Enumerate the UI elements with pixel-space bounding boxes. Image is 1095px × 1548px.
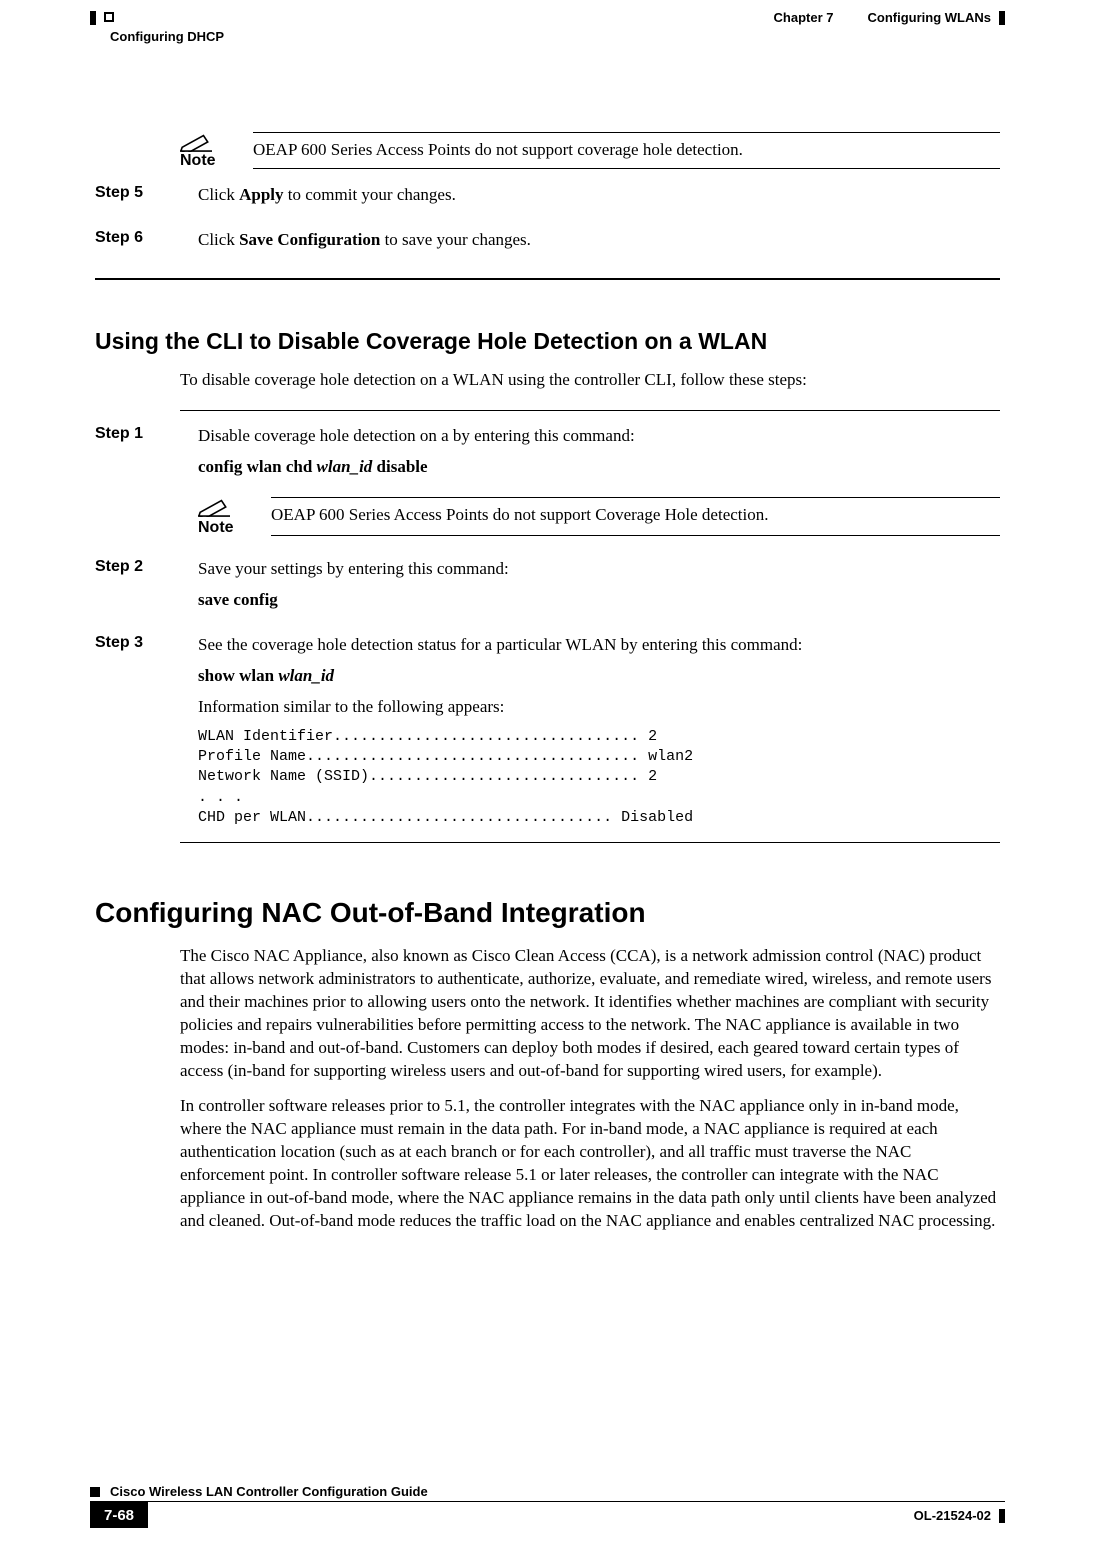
pencil-icon: [198, 497, 230, 517]
step-body: Click Save Configuration to save your ch…: [198, 229, 1000, 260]
step-label: Step 5: [95, 184, 180, 202]
step-label: Step 1: [95, 425, 180, 443]
note-block: Note OEAP 600 Series Access Points do no…: [198, 497, 1000, 539]
header-bar-icon: [999, 11, 1005, 25]
step-row: Step 1 Disable coverage hole detection o…: [95, 425, 1000, 544]
note-top-rule: [253, 132, 1000, 133]
step-label: Step 2: [95, 558, 180, 576]
note-text: OEAP 600 Series Access Points do not sup…: [271, 504, 1000, 527]
section-divider: [180, 410, 1000, 411]
step1-line1: Disable coverage hole detection on a by …: [198, 425, 1000, 448]
save-config-term: Save Configuration: [239, 230, 380, 249]
note-text: OEAP 600 Series Access Points do not sup…: [253, 139, 1000, 162]
header-left: [90, 10, 114, 25]
step-body: See the coverage hole detection status f…: [198, 634, 1000, 828]
step6-text-a: Click: [198, 230, 239, 249]
step-body: Disable coverage hole detection on a by …: [198, 425, 1000, 544]
note-block: Note OEAP 600 Series Access Points do no…: [180, 132, 1000, 170]
note-top-rule: [271, 497, 1000, 498]
footer-doc-id: OL-21524-02: [914, 1508, 991, 1523]
step-body: Click Apply to commit your changes.: [198, 184, 1000, 215]
note-label: Note: [198, 517, 253, 539]
page-footer: Cisco Wireless LAN Controller Configurat…: [0, 1484, 1095, 1528]
footer-right: OL-21524-02: [914, 1502, 1005, 1528]
step-row: Step 6 Click Save Configuration to save …: [95, 229, 1000, 260]
note-bottom-rule: [271, 535, 1000, 536]
step-label: Step 3: [95, 634, 180, 652]
step3-line2: Information similar to the following app…: [198, 696, 1000, 719]
step2-cmd: save config: [198, 590, 278, 609]
section-heading-cli: Using the CLI to Disable Coverage Hole D…: [95, 328, 1000, 355]
cli-output: WLAN Identifier.........................…: [198, 727, 1000, 828]
step3-cmd-a: show wlan: [198, 666, 278, 685]
section-divider: [180, 842, 1000, 843]
step3-cmd-b: wlan_id: [278, 666, 334, 685]
breadcrumb: Configuring DHCP: [0, 29, 1095, 44]
pencil-icon: [180, 132, 212, 152]
step-row: Step 3 See the coverage hole detection s…: [95, 634, 1000, 828]
header-right: Chapter 7 Configuring WLANs: [774, 10, 1005, 25]
footer-line-1: Cisco Wireless LAN Controller Configurat…: [90, 1484, 1005, 1502]
step-row: Step 2 Save your settings by entering th…: [95, 558, 1000, 620]
step-body: Save your settings by entering this comm…: [198, 558, 1000, 620]
apply-term: Apply: [239, 185, 283, 204]
header-bar-icon: [90, 11, 96, 25]
cmd-part-b: wlan_id: [317, 457, 373, 476]
section-heading-nac: Configuring NAC Out-of-Band Integration: [95, 897, 1000, 929]
step5-text-a: Click: [198, 185, 239, 204]
page-content: Note OEAP 600 Series Access Points do no…: [0, 44, 1095, 1232]
note-body: OEAP 600 Series Access Points do not sup…: [271, 497, 1000, 536]
page: Chapter 7 Configuring WLANs Configuring …: [0, 0, 1095, 1548]
footer-doc-title: Cisco Wireless LAN Controller Configurat…: [110, 1484, 428, 1499]
footer-square-icon: [90, 1487, 100, 1497]
note-icon-col: Note: [198, 497, 253, 539]
nac-para-1: The Cisco NAC Appliance, also known as C…: [180, 945, 1000, 1083]
chapter-label: Chapter 7: [774, 10, 834, 25]
step2-line1: Save your settings by entering this comm…: [198, 558, 1000, 581]
footer-bar-icon: [999, 1509, 1005, 1523]
page-number: 7-68: [90, 1502, 148, 1528]
step-row: Step 5 Click Apply to commit your change…: [95, 184, 1000, 215]
cli-intro: To disable coverage hole detection on a …: [180, 369, 1000, 392]
page-header: Chapter 7 Configuring WLANs: [0, 0, 1095, 25]
cmd-part-c: disable: [372, 457, 427, 476]
step-label: Step 6: [95, 229, 180, 247]
step3-line1: See the coverage hole detection status f…: [198, 634, 1000, 657]
header-square-icon: [104, 12, 114, 22]
section-divider: [95, 278, 1000, 280]
note-body: OEAP 600 Series Access Points do not sup…: [253, 132, 1000, 169]
nac-para-2: In controller software releases prior to…: [180, 1095, 1000, 1233]
cmd-part-a: config wlan chd: [198, 457, 317, 476]
note-icon-col: Note: [180, 132, 235, 170]
chapter-title: Configuring WLANs: [868, 10, 991, 25]
note-label: Note: [180, 152, 235, 170]
step5-text-c: to commit your changes.: [284, 185, 456, 204]
footer-line-2: 7-68 OL-21524-02: [90, 1502, 1005, 1528]
step6-text-c: to save your changes.: [380, 230, 531, 249]
note-bottom-rule: [253, 168, 1000, 169]
